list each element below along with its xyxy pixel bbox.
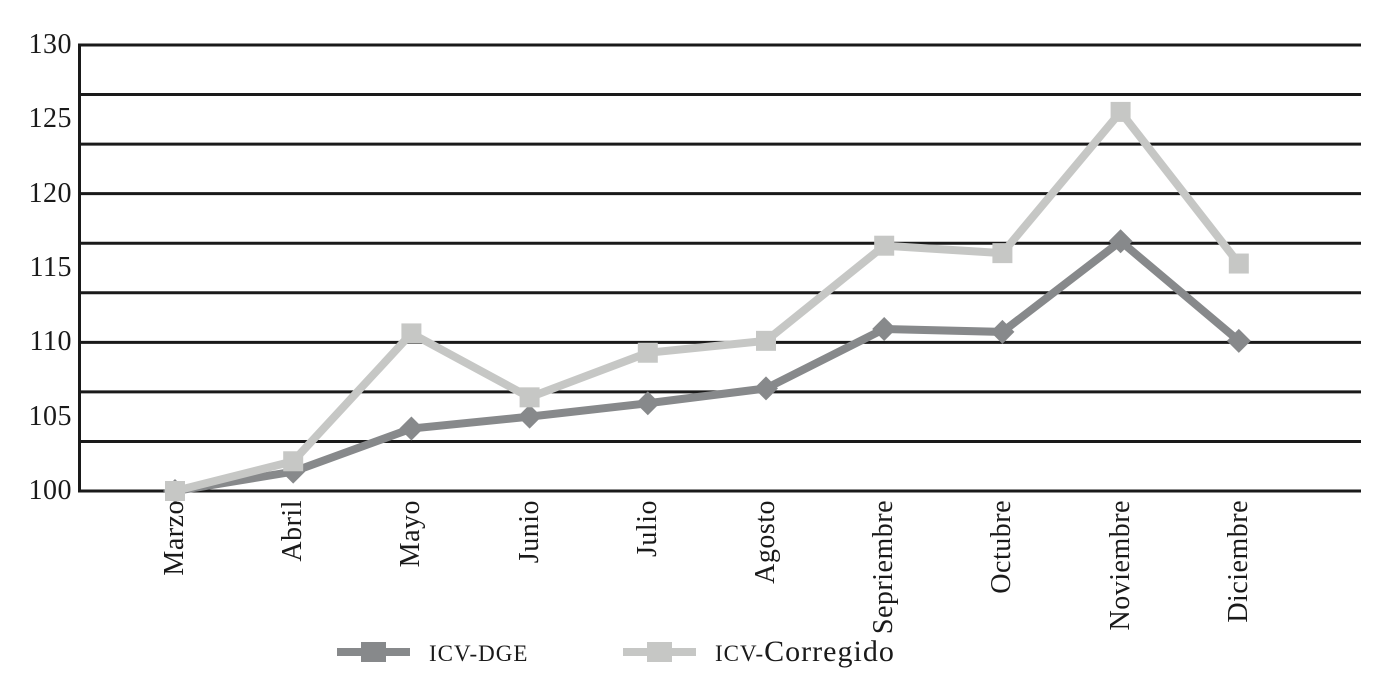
icv-corregido-line	[174, 105, 1242, 495]
icv-corregido-marker	[637, 342, 658, 363]
icv-dge-marker	[990, 319, 1015, 344]
legend-label-icv-dge-acronym: ICV-DGE	[429, 641, 529, 666]
icv-dge-marker	[635, 391, 660, 416]
x-label-diciembre: Diciembre	[1223, 500, 1254, 623]
icv-corregido-swatch-icon	[623, 642, 696, 662]
icv-dge-line	[174, 236, 1242, 495]
x-label-octubre: Octubre	[986, 500, 1017, 594]
legend-item-icv-dge: ICV-DGE	[337, 636, 528, 668]
y-tick-130: 130	[28, 29, 72, 60]
icv-corregido-marker	[1110, 101, 1131, 122]
icv-corregido-marker	[756, 330, 776, 351]
x-label-sepriembre: Sepriembre	[868, 500, 899, 635]
icv-dge-marker	[1226, 328, 1251, 353]
icv-corregido-marker	[519, 387, 540, 408]
icv-corregido-marker	[283, 451, 304, 472]
x-label-mayo: Mayo	[395, 500, 426, 568]
legend-item-icv-corregido: ICV-Corregido	[623, 636, 895, 668]
x-label-agosto: Agosto	[750, 500, 781, 584]
x-label-abril: Abril	[277, 500, 308, 562]
y-tick-120: 120	[28, 178, 72, 209]
icv-corregido-marker	[992, 243, 1013, 264]
x-label-julio: Julio	[632, 500, 663, 557]
y-tick-125: 125	[28, 103, 72, 134]
x-label-marzo: Marzo	[159, 500, 190, 576]
icv-corregido-marker	[165, 481, 185, 501]
y-tick-115: 115	[29, 252, 72, 283]
legend-label-icv-corregido-rest: Corregido	[764, 635, 895, 668]
legend-label-icv-dge: ICV-DGE	[429, 637, 528, 667]
icv-corregido-marker	[1228, 253, 1249, 274]
icv-corregido-marker	[874, 235, 895, 256]
y-tick-105: 105	[28, 401, 72, 432]
icv-corregido-marker	[401, 323, 422, 344]
x-label-noviembre: Noviembre	[1105, 500, 1136, 631]
x-label-junio: Junio	[514, 500, 545, 564]
icv-dge-marker	[399, 416, 424, 441]
legend-label-icv-corregido: ICV-Corregido	[715, 637, 895, 667]
legend-label-icv-corregido-acronym: ICV-	[715, 641, 765, 666]
icv-dge-marker	[872, 316, 897, 341]
icv-dge-marker	[754, 376, 778, 401]
y-tick-100: 100	[28, 475, 72, 506]
icv-dge-swatch-icon	[337, 642, 410, 662]
icv-dge-marker	[517, 404, 542, 429]
y-tick-110: 110	[29, 326, 72, 357]
icv-dge-marker	[1108, 229, 1133, 254]
